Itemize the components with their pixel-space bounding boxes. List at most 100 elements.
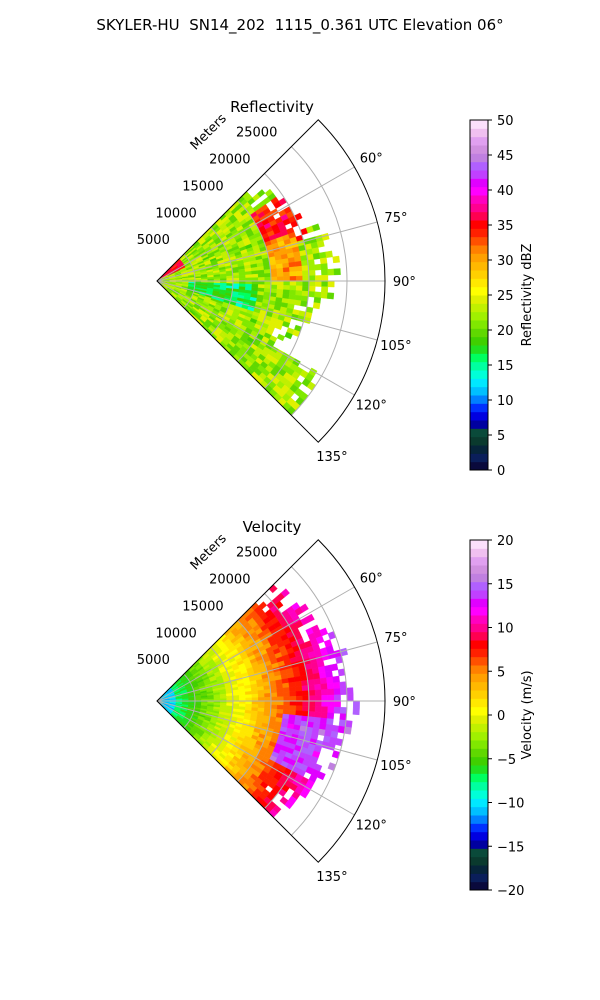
colorbar-swatch: [470, 856, 488, 866]
colorbar-tick-label: 5: [497, 665, 505, 680]
colorbar-swatch: [470, 673, 488, 683]
colorbar-swatch: [470, 565, 488, 574]
colorbar-swatch: [470, 378, 488, 388]
colorbar-swatch: [470, 311, 488, 321]
colorbar-swatch: [470, 461, 488, 471]
range-tick-label: 15000: [182, 179, 223, 194]
colorbar-tick-label: 35: [497, 219, 514, 234]
colorbar-swatch: [470, 848, 488, 858]
azimuth-spoke: [156, 700, 355, 816]
colorbar-swatch: [470, 823, 488, 833]
colorbar-tick-label: 15: [497, 359, 514, 374]
colorbar-swatch: [470, 395, 488, 404]
colorbar-tick-label: 50: [497, 114, 514, 129]
polar-frame: [156, 539, 386, 863]
azimuth-tick-label: 105°: [380, 759, 411, 774]
azimuth-spoke: [156, 221, 378, 282]
colorbar-swatch: [470, 606, 488, 616]
colorbar-swatch: [470, 303, 488, 313]
colorbar-swatch: [470, 253, 488, 263]
colorbar-swatch: [470, 598, 488, 608]
colorbar-swatch: [470, 161, 488, 171]
colorbar-swatch: [470, 573, 488, 583]
colorbar-swatch: [470, 328, 488, 338]
sector-outline: [156, 119, 386, 443]
figure-title: SKYLER-HU SN14_202 1115_0.361 UTC Elevat…: [96, 16, 504, 34]
colorbar-swatch: [470, 773, 488, 783]
colorbar-tick-label: 5: [497, 429, 505, 444]
colorbar-swatch: [470, 790, 488, 799]
colorbar-swatch: [470, 153, 488, 163]
colorbar-swatch: [470, 740, 488, 749]
radial-axis-label: Meters: [188, 531, 230, 573]
colorbar-tick-label: 0: [497, 464, 505, 479]
colorbar-swatch: [470, 403, 488, 413]
colorbar-tick-label: −5: [497, 753, 516, 768]
colorbar-swatch: [470, 765, 488, 774]
colorbar-swatch: [470, 581, 488, 591]
colorbar-swatch: [470, 370, 488, 379]
azimuth-spoke: [156, 641, 378, 702]
range-tick-label: 5000: [137, 233, 170, 248]
colorbar-swatch: [470, 715, 488, 724]
colorbar-swatch: [470, 145, 488, 154]
colorbar-tick-label: 40: [497, 184, 514, 199]
radar-panel-velocity: 60° 75° 90° 105° 120° 135° 5000 10000 15000 20000…: [137, 518, 535, 899]
colorbar-swatch: [470, 420, 488, 429]
colorbar-swatch: [470, 345, 488, 354]
colorbar-swatch: [470, 278, 488, 288]
colorbar-swatch: [470, 211, 488, 221]
colorbar: 0 5 10 15 20 25 30 35 40 45 50 Reflectivity dBZ: [469, 114, 535, 479]
colorbar-swatch: [470, 386, 488, 396]
colorbar-swatch: [470, 286, 488, 296]
range-tick-label: 20000: [209, 573, 250, 588]
colorbar-swatch: [470, 195, 488, 204]
colorbar-swatch: [470, 436, 488, 446]
colorbar-swatch: [470, 548, 488, 558]
colorbar-swatch: [470, 631, 488, 641]
colorbar-swatch: [470, 798, 488, 808]
colorbar-swatch: [470, 120, 488, 129]
colorbar-swatch: [470, 615, 488, 624]
colorbar-swatch: [470, 540, 488, 549]
colorbar-tick-label: 0: [497, 709, 505, 724]
radar-data-field: [156, 584, 360, 818]
radial-axis-label: Meters: [188, 111, 230, 153]
colorbar-swatch: [470, 320, 488, 329]
colorbar-swatch: [470, 806, 488, 816]
colorbar-swatch: [470, 698, 488, 708]
colorbar-swatch: [470, 245, 488, 254]
colorbar-swatch: [470, 665, 488, 674]
colorbar-tick-label: 25: [497, 289, 514, 304]
polar-frame: [156, 119, 386, 443]
colorbar-swatch: [470, 270, 488, 279]
azimuth-tick-label: 90°: [393, 275, 416, 290]
colorbar-swatch: [470, 128, 488, 138]
colorbar-swatch: [470, 353, 488, 363]
range-tick-label: 5000: [137, 653, 170, 668]
colorbar-swatch: [470, 236, 488, 246]
colorbar-swatch: [470, 228, 488, 238]
colorbar-swatch: [470, 873, 488, 883]
panel-title: Reflectivity: [230, 98, 314, 116]
range-tick-label: 25000: [236, 546, 277, 561]
azimuth-tick-label: 120°: [356, 819, 387, 834]
polar-grid: [156, 566, 385, 836]
azimuth-tick-label: 105°: [380, 339, 411, 354]
colorbar-tick-label: 45: [497, 149, 514, 164]
range-tick-label: 15000: [182, 599, 223, 614]
colorbar-tick-label: 15: [497, 578, 514, 593]
polar-grid: [156, 146, 385, 416]
colorbar-swatch: [470, 295, 488, 304]
colorbar-tick-label: 10: [497, 622, 514, 637]
colorbar-swatch: [470, 815, 488, 824]
colorbar-swatch: [470, 411, 488, 421]
colorbar-swatch: [470, 428, 488, 438]
colorbar-swatch: [470, 648, 488, 658]
azimuth-spoke: [156, 280, 355, 396]
colorbar-swatch: [470, 590, 488, 599]
range-tick-label: 25000: [236, 126, 277, 141]
azimuth-tick-label: 90°: [393, 695, 416, 710]
colorbar-swatch: [470, 723, 488, 733]
azimuth-spoke: [156, 280, 378, 341]
